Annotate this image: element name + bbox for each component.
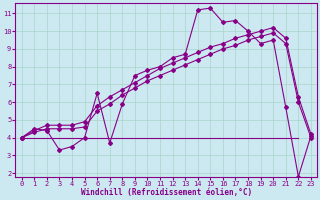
X-axis label: Windchill (Refroidissement éolien,°C): Windchill (Refroidissement éolien,°C)	[81, 188, 252, 197]
